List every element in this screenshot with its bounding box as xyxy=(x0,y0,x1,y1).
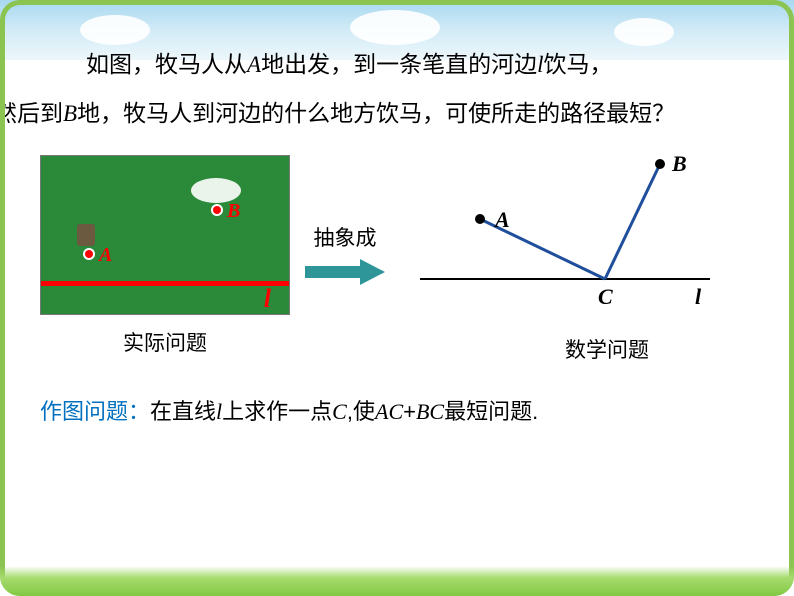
math-caption: 数学问题 xyxy=(460,334,754,364)
point-a-ref: A xyxy=(247,52,261,77)
label-b: B xyxy=(671,151,687,176)
construction-prefix: 作图问题： xyxy=(40,399,150,424)
math-diagram: A B C l xyxy=(400,149,720,329)
plus: + xyxy=(403,399,416,424)
text: 地出发，到一条笔直的河边 xyxy=(261,51,537,77)
point-b-label: B xyxy=(227,200,240,223)
c-ref: C xyxy=(332,399,347,424)
real-figure: A B l 实际问题 xyxy=(40,155,290,357)
point-b-dot xyxy=(655,159,665,169)
bc-ref: BC xyxy=(416,399,444,424)
text: 地，牧马人到河边的什么地方饮马，可使所走的路径最短？ xyxy=(77,100,675,126)
text: 饮马， xyxy=(543,51,612,77)
label-l: l xyxy=(695,284,702,309)
real-caption: 实际问题 xyxy=(40,327,290,357)
slide-content: 如图，牧马人从A地出发，到一条笔直的河边l饮马， 然后到B地，牧马人到河边的什么… xyxy=(40,40,754,556)
segment-cb xyxy=(605,164,660,279)
river-line xyxy=(41,281,289,286)
field-image: A B l xyxy=(40,155,290,315)
math-figure: A B C l 数学问题 xyxy=(400,149,754,364)
construction-problem: 作图问题：在直线l上求作一点C,使AC+BC最短问题. xyxy=(40,394,754,426)
label-c: C xyxy=(598,284,613,309)
point-a-dot xyxy=(475,214,485,224)
point-a-label: A xyxy=(99,244,112,267)
horse-icon xyxy=(77,224,95,246)
problem-statement: 如图，牧马人从A地出发，到一条笔直的河边l饮马， 然后到B地，牧马人到河边的什么… xyxy=(40,40,754,139)
arrow-block: 抽象成 xyxy=(305,222,385,291)
arrow-icon xyxy=(305,256,385,286)
point-b-ref: B xyxy=(63,101,77,126)
text: 然后到 xyxy=(0,100,63,126)
text: 上求作一点 xyxy=(222,399,332,424)
line-l-label: l xyxy=(264,284,271,314)
point-a-dot xyxy=(83,248,95,260)
ac-ref: AC xyxy=(375,399,403,424)
text: 最短问题. xyxy=(444,399,538,424)
point-b-dot xyxy=(211,204,223,216)
text: 如图，牧马人从 xyxy=(86,51,247,77)
arrow-label: 抽象成 xyxy=(305,222,385,252)
figures-row: A B l 实际问题 抽象成 A B xyxy=(40,149,754,364)
label-a: A xyxy=(493,207,510,232)
text: 使 xyxy=(353,399,375,424)
text: 在直线 xyxy=(150,399,216,424)
